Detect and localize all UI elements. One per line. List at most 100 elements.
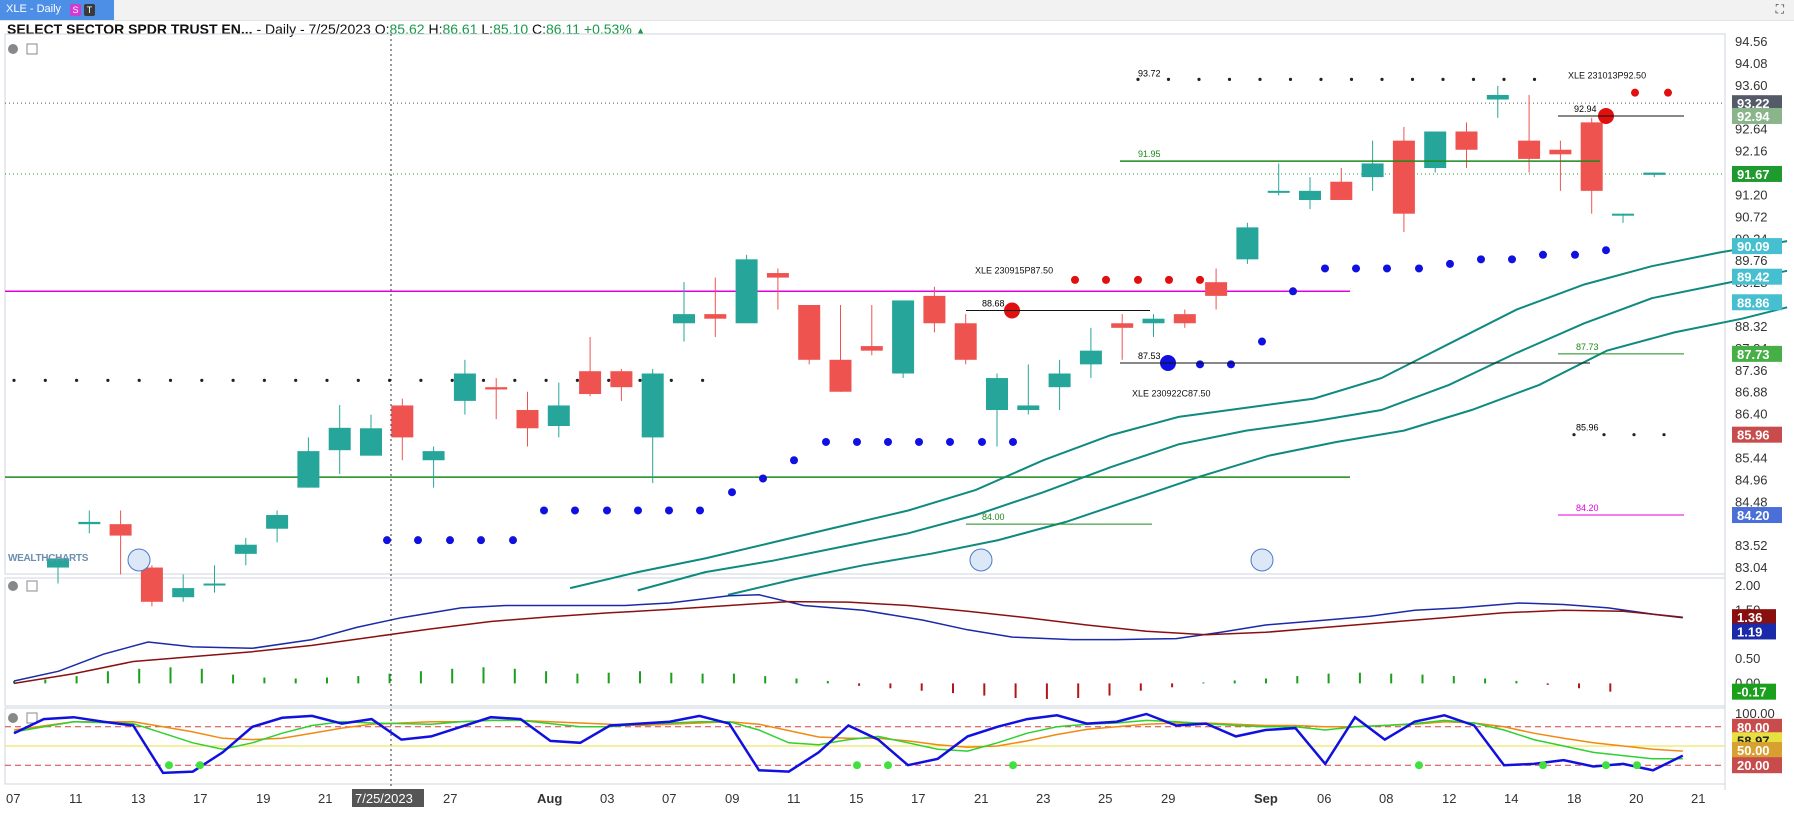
stoch-badge: [1732, 757, 1782, 774]
candle-body: [579, 371, 602, 395]
resistance-dot: [1471, 77, 1476, 81]
trailing-stop-dot: [1571, 250, 1579, 259]
close-value: 86.11: [546, 21, 581, 37]
resistance-dot: [1349, 77, 1354, 81]
macd-histogram-bar: [138, 668, 141, 684]
support-dot: [388, 378, 392, 382]
resistance-dot: [1319, 77, 1323, 81]
x-tick-label: 21: [974, 791, 988, 806]
price-badge-label: 91.67: [1737, 167, 1770, 182]
candle-body: [203, 583, 226, 586]
macd-histogram-bar: [1108, 683, 1111, 696]
macd-badge: [1732, 683, 1776, 700]
x-tick-label: 17: [193, 791, 207, 806]
macd-histogram-bar: [1327, 673, 1330, 684]
panel-add-icon: [26, 580, 38, 592]
candle-body: [1518, 140, 1541, 159]
trailing-stop-dot: [571, 506, 579, 515]
oversold-dot: [1602, 761, 1610, 770]
macd-histogram-bar: [1171, 683, 1174, 688]
trailing-stop-dot: [446, 536, 454, 545]
price-badge-label: 87.73: [1737, 347, 1770, 362]
change-value: +0.53%: [583, 21, 632, 37]
macd-histogram-bar: [639, 671, 641, 684]
t-badge[interactable]: T: [84, 4, 95, 16]
level-dot: [1602, 433, 1606, 437]
oversold-dot: [196, 761, 204, 770]
low-value: 85.10: [493, 21, 529, 37]
candle-body: [954, 323, 977, 360]
resistance-dot: [1258, 77, 1262, 81]
resistance-dot: [1288, 77, 1293, 81]
level-dot: [1572, 433, 1576, 437]
candle-body: [1079, 350, 1102, 365]
wealthcharts-logo: WEALTHCHARTS: [8, 553, 89, 564]
macd-histogram-bar: [1421, 674, 1424, 684]
stop-dot: [1196, 275, 1204, 284]
support-dot: [450, 378, 454, 382]
toolbar: XLE - Daily S T ⛶: [0, 0, 1794, 21]
x-tick-label: Aug: [537, 791, 562, 806]
macd-histogram-bar: [388, 673, 391, 684]
panel-settings-icon: [8, 44, 18, 54]
level-price-label: 85.96: [1576, 423, 1599, 433]
macd-histogram-bar: [294, 678, 297, 684]
panel-settings-icon: [8, 713, 18, 723]
candle-body: [140, 567, 163, 602]
stop-dot: [1071, 275, 1079, 284]
candle-body: [610, 371, 633, 388]
price-panel-border: [4, 33, 1726, 575]
price-tick-label: 86.88: [1735, 385, 1768, 400]
support-dot: [200, 378, 204, 382]
chart-tab[interactable]: XLE - Daily S T: [0, 0, 114, 20]
support-dot: [607, 378, 611, 382]
candle-body: [422, 451, 445, 461]
macd-histogram-bar: [357, 676, 360, 684]
macd-histogram-bar: [826, 680, 829, 684]
candle-body: [1173, 314, 1196, 324]
candle-body: [516, 410, 539, 429]
x-tick-label: 07: [662, 791, 676, 806]
candle-body: [328, 427, 351, 451]
support-dot: [669, 378, 673, 382]
candle-body: [1424, 131, 1447, 169]
candle-body: [266, 515, 289, 529]
macd-histogram-bar: [1233, 680, 1236, 684]
resistance-dot: [1136, 77, 1140, 81]
moving-average-line: [569, 240, 1788, 590]
option-contract-label: XLE 230922C87.50: [1132, 389, 1211, 399]
support-dot: [544, 378, 548, 382]
oversold-dot: [1009, 761, 1017, 770]
s-badge[interactable]: S: [70, 4, 81, 16]
x-tick-label: 25: [1098, 791, 1112, 806]
resistance-dot: [1197, 77, 1201, 81]
event-icon: [969, 548, 993, 572]
chart-header: SELECT SECTOR SPDR TRUST EN... - Daily -…: [7, 21, 646, 39]
macd-histogram-bar: [920, 683, 923, 691]
price-tick-label: 92.16: [1735, 144, 1768, 159]
price-tick-label: 84.96: [1735, 472, 1768, 487]
x-tick-label: 08: [1379, 791, 1393, 806]
price-badge-label: 88.86: [1737, 295, 1770, 310]
trailing-stop-dot: [634, 506, 642, 515]
panel-add-icon: [26, 43, 38, 55]
moving-average-line: [727, 306, 1788, 596]
macd-histogram-bar: [13, 680, 15, 684]
candle-body: [1267, 190, 1290, 193]
stoch-badge: [1732, 742, 1782, 758]
trailing-stop-dot: [728, 488, 736, 497]
macd-histogram-bar: [1202, 682, 1205, 684]
level-price-label: 91.95: [1138, 149, 1161, 159]
trailing-stop-dot: [383, 536, 391, 545]
support-dot: [356, 378, 360, 382]
price-tick-label: 83.04: [1735, 560, 1768, 575]
expand-icon[interactable]: ⛶: [1775, 2, 1784, 16]
trailing-stop-dot: [884, 437, 892, 446]
macd-histogram-bar: [1452, 676, 1455, 684]
macd-histogram-bar: [1578, 683, 1580, 689]
price-tick-label: 89.76: [1735, 253, 1768, 268]
trailing-stop-dot: [1227, 360, 1235, 369]
stoch-badge-label: 20.00: [1737, 758, 1770, 773]
macd-histogram-bar: [1139, 683, 1142, 691]
